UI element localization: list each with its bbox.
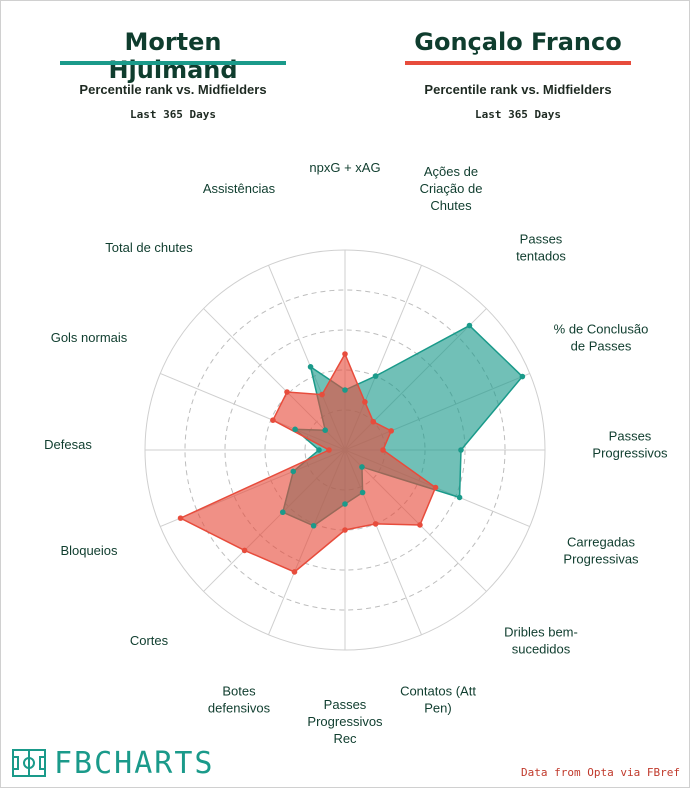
series-2-point-6 [417, 522, 423, 528]
axis-label-12: Defesas [44, 437, 92, 452]
series-1-point-15 [307, 364, 314, 370]
series-2-point-13 [270, 417, 276, 423]
series-2-point-11 [177, 515, 184, 521]
player2-subtitle: Percentile rank vs. Midfielders [424, 82, 612, 97]
player2-underline [405, 61, 631, 65]
axis-label-13: Gols normais [51, 330, 128, 345]
axis-label-3: % de Conclusão de Passes [554, 322, 649, 354]
series-2-point-10 [241, 547, 248, 554]
axis-label-4: Passes Progressivos [592, 429, 668, 461]
series-1-point-1 [372, 373, 379, 379]
series-1-point-9 [310, 522, 317, 529]
player2-name: Gonçalo Franco [414, 28, 622, 56]
axis-label-6: Dribles bem-sucedidos [504, 625, 578, 657]
axis-label-11: Bloqueios [60, 543, 118, 558]
axis-label-15: Assistências [203, 181, 276, 196]
series-1-point-4 [458, 447, 464, 453]
pitch-icon [12, 749, 46, 777]
series-2-point-4 [380, 447, 386, 453]
player1-period: Last 365 Days [129, 108, 217, 121]
player1-underline [60, 61, 286, 65]
axis-label-5: Carregadas Progressivas [563, 535, 639, 567]
series-2-point-1 [362, 399, 368, 405]
axis-label-2: Passes tentados [516, 232, 566, 264]
axis-label-8: Passes Progressivos Rec [307, 697, 383, 746]
series-2-point-12 [326, 447, 332, 453]
series-2-point-2 [370, 418, 377, 425]
series-2-point-3 [388, 428, 394, 434]
series-2-point-9 [291, 569, 298, 575]
series-2-point-5 [432, 484, 439, 491]
data-source: Data from Opta via FBref [521, 766, 680, 779]
axis-label-9: Botes defensivos [208, 684, 271, 716]
series-1-point-12 [316, 447, 322, 453]
series-2-point-0 [342, 351, 348, 357]
player2-period: Last 365 Days [474, 108, 562, 121]
axis-label-7: Contatos (Att Pen) [400, 684, 476, 716]
series-1-point-14 [322, 427, 329, 434]
series-2-point-14 [284, 389, 290, 395]
series-1-point-8 [342, 501, 348, 507]
series-1-point-10 [279, 509, 286, 516]
series-1-point-3 [519, 373, 526, 380]
series-1-point-2 [466, 322, 473, 329]
logo-text: FBCHARTS [54, 745, 215, 781]
series-2-point-7 [372, 521, 379, 527]
series-1-point-7 [359, 489, 366, 496]
series-1-point-6 [359, 464, 365, 470]
series-1-point-0 [342, 387, 348, 393]
fbcharts-logo: FBCHARTS [12, 745, 215, 781]
player1-subtitle: Percentile rank vs. Midfielders [79, 82, 267, 97]
series-1-point-11 [290, 468, 297, 475]
series-2-point-15 [319, 391, 325, 398]
series-2-point-8 [342, 527, 348, 533]
axis-label-1: Ações de Criação de Chutes [420, 164, 483, 213]
axis-label-14: Total de chutes [105, 240, 193, 255]
series-1-point-13 [292, 426, 298, 433]
axis-label-10: Cortes [130, 633, 169, 648]
axis-label-0: npxG + xAG [309, 160, 380, 175]
series-1-point-5 [456, 494, 463, 501]
player1-name: Morten Hjulmand [108, 28, 238, 84]
